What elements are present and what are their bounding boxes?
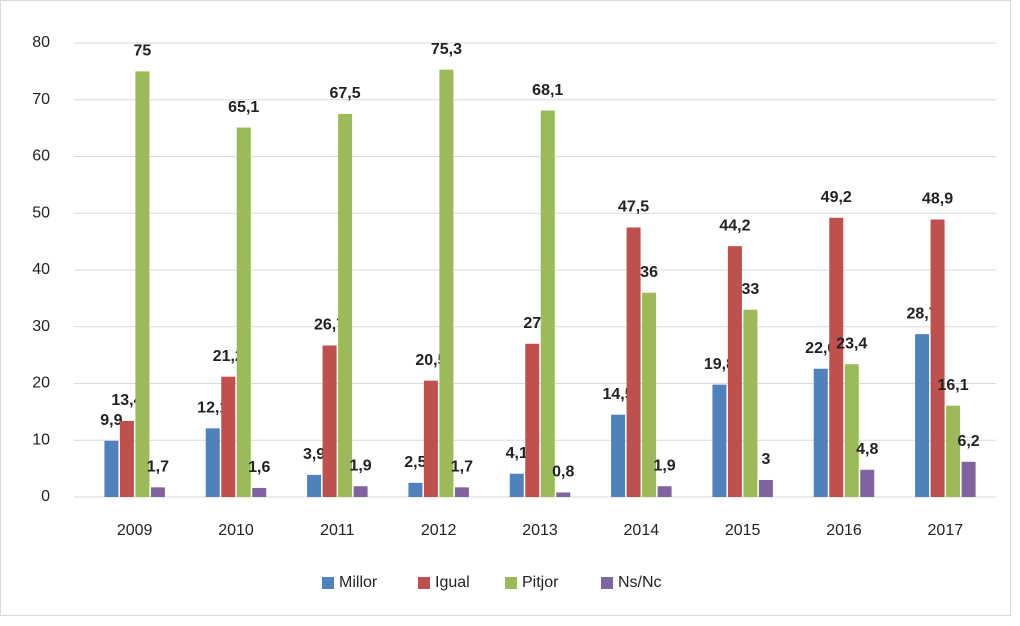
- y-tick-label: 70: [32, 91, 50, 108]
- bar: [556, 492, 571, 497]
- data-label: 6,2: [957, 433, 979, 450]
- y-tick-label: 40: [32, 261, 50, 278]
- data-label: 26,7: [314, 317, 345, 334]
- y-tick-label: 20: [32, 375, 50, 392]
- bar: [423, 380, 438, 497]
- legend-label: Pitjor: [522, 574, 559, 591]
- x-tick-label: 2013: [522, 522, 558, 539]
- bar: [205, 428, 220, 497]
- x-tick-label: 2012: [421, 522, 457, 539]
- data-label: 9,9: [100, 412, 122, 429]
- bar: [408, 482, 423, 497]
- data-label: 47,5: [618, 199, 649, 216]
- data-label: 16,1: [938, 377, 969, 394]
- data-label: 75,3: [431, 41, 462, 58]
- data-label: 22,6: [805, 340, 836, 357]
- data-label: 36: [640, 264, 658, 281]
- data-label: 3: [761, 451, 770, 468]
- data-label: 3,9: [303, 446, 325, 463]
- legend-label: Millor: [339, 574, 378, 591]
- legend-swatch: [418, 577, 430, 589]
- bar: [727, 246, 742, 497]
- x-tick-label: 2014: [624, 522, 660, 539]
- y-tick-label: 60: [32, 148, 50, 165]
- data-label: 68,1: [532, 82, 563, 99]
- bar: [743, 309, 758, 497]
- data-label: 13,4: [111, 392, 142, 409]
- bar: [961, 461, 976, 497]
- data-label: 21,2: [213, 348, 244, 365]
- data-label: 1,9: [653, 457, 675, 474]
- bar: [525, 343, 540, 497]
- bar: [439, 69, 454, 498]
- y-tick-label: 10: [32, 431, 50, 448]
- bar: [509, 473, 524, 497]
- data-label: 33: [742, 281, 760, 298]
- data-label: 23,4: [836, 335, 867, 352]
- bar: [758, 479, 773, 497]
- bar: [642, 292, 657, 497]
- data-label: 4,1: [506, 445, 528, 462]
- data-label: 67,5: [330, 85, 361, 102]
- bar: [252, 487, 267, 497]
- x-tick-label: 2017: [928, 522, 964, 539]
- data-label: 4,8: [856, 441, 878, 458]
- bar: [353, 486, 368, 497]
- data-label: 75: [134, 43, 152, 60]
- bar: [119, 420, 134, 497]
- bar: [135, 71, 150, 497]
- bar: [338, 113, 353, 497]
- bar: [829, 217, 844, 498]
- bar: [322, 345, 337, 497]
- data-label: 1,9: [349, 457, 371, 474]
- bar: [860, 469, 875, 497]
- data-label: 1,7: [147, 459, 169, 476]
- y-tick-label: 30: [32, 318, 50, 335]
- bar: [150, 487, 165, 497]
- data-label: 44,2: [719, 217, 750, 234]
- bar: [236, 127, 251, 498]
- legend-swatch: [601, 577, 613, 589]
- y-tick-label: 50: [32, 204, 50, 221]
- data-label: 27: [523, 315, 541, 332]
- legend-swatch: [505, 577, 517, 589]
- legend-label: Igual: [435, 574, 470, 591]
- y-tick-label: 0: [41, 488, 50, 505]
- y-tick-label: 80: [32, 34, 50, 51]
- data-label: 20,5: [415, 352, 446, 369]
- data-label: 0,8: [552, 464, 574, 481]
- data-label: 14,5: [603, 386, 634, 403]
- data-label: 19,8: [704, 356, 735, 373]
- bar: [611, 414, 626, 497]
- x-tick-label: 2011: [320, 522, 355, 539]
- bar: [104, 440, 119, 497]
- data-label: 48,9: [922, 191, 953, 208]
- x-tick-label: 2016: [826, 522, 862, 539]
- data-label: 28,7: [907, 305, 938, 322]
- bar: [813, 368, 828, 497]
- bar: [657, 486, 672, 497]
- bar: [915, 334, 930, 497]
- bar: [540, 110, 555, 497]
- data-label: 1,7: [451, 459, 473, 476]
- data-label: 65,1: [228, 99, 259, 116]
- data-label: 2,5: [404, 454, 426, 471]
- bar: [930, 219, 945, 497]
- x-tick-label: 2010: [218, 522, 254, 539]
- legend-label: Ns/Nc: [618, 574, 662, 591]
- bar: [454, 487, 469, 497]
- bar: [712, 384, 727, 497]
- x-tick-label: 2009: [117, 522, 153, 539]
- bar: [307, 474, 322, 497]
- bar: [221, 376, 236, 497]
- data-label: 1,6: [248, 459, 270, 476]
- data-label: 49,2: [821, 189, 852, 206]
- data-label: 12,1: [197, 400, 228, 417]
- legend-swatch: [322, 577, 334, 589]
- bar: [946, 405, 961, 497]
- x-tick-label: 2015: [725, 522, 761, 539]
- bar: [844, 364, 859, 497]
- bar: [626, 227, 641, 497]
